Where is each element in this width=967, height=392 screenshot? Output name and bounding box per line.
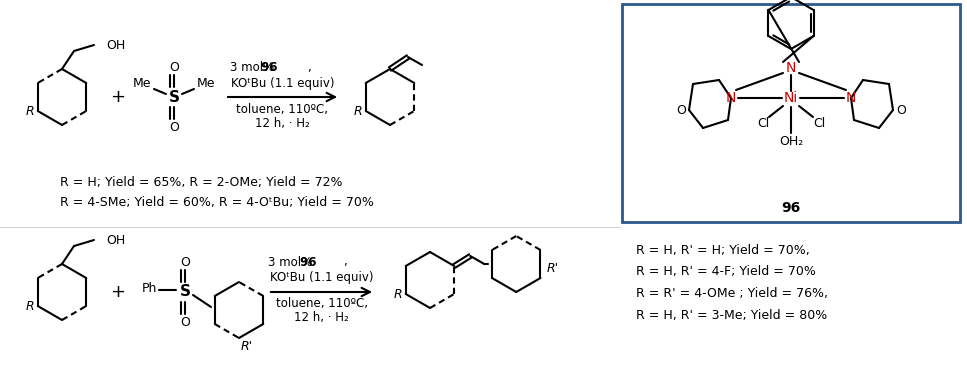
- Text: 96: 96: [267, 256, 316, 269]
- Text: O: O: [676, 103, 686, 116]
- Text: O: O: [896, 103, 906, 116]
- Text: S: S: [180, 285, 190, 299]
- Text: Cl: Cl: [757, 116, 769, 129]
- Text: 12 h, · H₂: 12 h, · H₂: [255, 116, 309, 129]
- Text: 3 mol%: 3 mol%: [269, 256, 316, 269]
- Text: N: N: [786, 61, 796, 75]
- Text: 96: 96: [781, 201, 801, 215]
- Text: toluene, 110ºC,: toluene, 110ºC,: [237, 102, 329, 116]
- Text: O: O: [180, 316, 190, 328]
- Text: R: R: [394, 287, 402, 301]
- Text: Ph: Ph: [141, 281, 157, 294]
- Text: R = H, R' = 3-Me; Yield = 80%: R = H, R' = 3-Me; Yield = 80%: [636, 310, 827, 323]
- Text: N: N: [846, 91, 856, 105]
- Text: KOᵗBu (1.1 equiv): KOᵗBu (1.1 equiv): [231, 76, 335, 89]
- Text: R': R': [241, 339, 253, 352]
- Text: R = H; Yield = 65%, R = 2-OMe; Yield = 72%: R = H; Yield = 65%, R = 2-OMe; Yield = 7…: [60, 176, 342, 189]
- Text: R: R: [25, 105, 34, 118]
- Text: 12 h, · H₂: 12 h, · H₂: [294, 312, 349, 325]
- Text: Me: Me: [196, 76, 216, 89]
- Text: R = 4-SMe; Yield = 60%, R = 4-OᵗBu; Yield = 70%: R = 4-SMe; Yield = 60%, R = 4-OᵗBu; Yiel…: [60, 196, 374, 209]
- Text: +: +: [110, 88, 126, 106]
- Text: O: O: [180, 256, 190, 269]
- Text: R = H, R' = 4-F; Yield = 70%: R = H, R' = 4-F; Yield = 70%: [636, 265, 816, 278]
- FancyBboxPatch shape: [622, 4, 960, 222]
- Text: N: N: [726, 91, 736, 105]
- Text: Cl: Cl: [813, 116, 825, 129]
- Text: R = R' = 4-OMe ; Yield = 76%,: R = R' = 4-OMe ; Yield = 76%,: [636, 287, 828, 301]
- Text: 96: 96: [228, 60, 278, 74]
- Text: KOᵗBu (1.1 equiv): KOᵗBu (1.1 equiv): [270, 272, 373, 285]
- Text: S: S: [168, 89, 180, 105]
- Text: O: O: [169, 120, 179, 134]
- Text: R: R: [354, 105, 362, 118]
- Text: R: R: [25, 299, 34, 312]
- Text: ,: ,: [343, 256, 347, 269]
- Text: 3 mol%: 3 mol%: [229, 60, 278, 74]
- Text: R': R': [546, 261, 558, 274]
- Text: OH₂: OH₂: [778, 134, 804, 147]
- Text: toluene, 110ºC,: toluene, 110ºC,: [276, 298, 367, 310]
- Text: Me: Me: [132, 76, 151, 89]
- Text: OH: OH: [106, 38, 126, 51]
- Text: Ni: Ni: [784, 91, 798, 105]
- Text: +: +: [110, 283, 126, 301]
- Text: ,: ,: [308, 60, 311, 74]
- Text: O: O: [169, 60, 179, 74]
- Text: R = H, R' = H; Yield = 70%,: R = H, R' = H; Yield = 70%,: [636, 243, 809, 256]
- Text: OH: OH: [106, 234, 126, 247]
